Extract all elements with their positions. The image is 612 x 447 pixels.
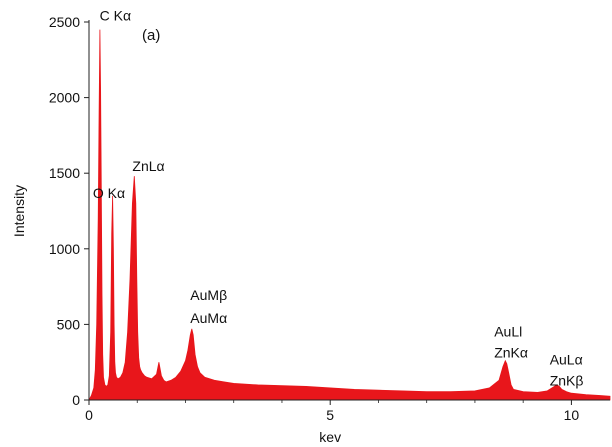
axes: 0 500 1000 1500 2000 2500 0 5 10 bbox=[49, 14, 610, 423]
peak-label-6: ZnKα bbox=[494, 345, 528, 361]
x-tick-label-10: 10 bbox=[564, 407, 580, 423]
peak-label-3: AuMβ bbox=[190, 287, 227, 303]
peak-label-2: ZnLα bbox=[132, 158, 164, 174]
panel-label: (a) bbox=[142, 27, 160, 44]
peak-label-5: AuLl bbox=[494, 323, 522, 339]
plot-area bbox=[88, 29, 611, 401]
annotations: C Kα O Kα ZnLα AuMβ AuMα AuLl ZnKα AuLα ZnKβ bbox=[93, 7, 584, 388]
x-axis-title: kev bbox=[319, 429, 341, 445]
y-tick-label-0: 0 bbox=[72, 392, 80, 408]
y-tick-label-2500: 2500 bbox=[49, 14, 80, 30]
spectrum-series-0 bbox=[88, 29, 611, 401]
y-tick-label-1000: 1000 bbox=[49, 241, 80, 257]
x-tick-label-0: 0 bbox=[85, 407, 93, 423]
x-tick-label-5: 5 bbox=[326, 407, 334, 423]
peak-label-8: ZnKβ bbox=[550, 373, 584, 389]
y-tick-label-2000: 2000 bbox=[49, 90, 80, 106]
y-tick-label-1500: 1500 bbox=[49, 165, 80, 181]
y-axis-title: Intensity bbox=[11, 185, 27, 237]
peak-label-7: AuLα bbox=[550, 351, 583, 367]
y-tick-label-500: 500 bbox=[57, 316, 81, 332]
peak-label-4: AuMα bbox=[190, 310, 227, 326]
peak-label-1: O Kα bbox=[93, 185, 125, 201]
peak-label-0: C Kα bbox=[100, 7, 131, 23]
